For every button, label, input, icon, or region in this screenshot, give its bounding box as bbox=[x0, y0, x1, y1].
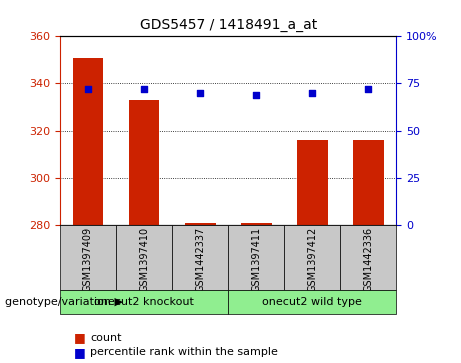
Bar bbox=[185, 223, 216, 225]
Text: GSM1397409: GSM1397409 bbox=[83, 227, 93, 291]
Point bbox=[84, 86, 92, 92]
Bar bbox=[228, 225, 284, 290]
Text: onecut2 knockout: onecut2 knockout bbox=[94, 297, 194, 307]
Bar bbox=[284, 225, 340, 290]
Text: GSM1397410: GSM1397410 bbox=[139, 227, 149, 291]
Bar bbox=[297, 140, 328, 225]
Text: GSM1442337: GSM1442337 bbox=[195, 227, 205, 291]
Text: GSM1442336: GSM1442336 bbox=[363, 227, 373, 291]
Bar bbox=[60, 290, 228, 314]
Point bbox=[309, 90, 316, 96]
Point bbox=[140, 86, 148, 92]
Bar bbox=[241, 223, 272, 225]
Bar bbox=[60, 225, 116, 290]
Text: GSM1397411: GSM1397411 bbox=[251, 227, 261, 291]
Text: count: count bbox=[90, 333, 121, 343]
Bar bbox=[228, 290, 396, 314]
Bar bbox=[172, 225, 228, 290]
Text: GSM1397412: GSM1397412 bbox=[307, 227, 317, 291]
Title: GDS5457 / 1418491_a_at: GDS5457 / 1418491_a_at bbox=[140, 19, 317, 33]
Text: ■: ■ bbox=[74, 331, 85, 344]
Bar bbox=[116, 225, 172, 290]
Bar bbox=[353, 140, 384, 225]
Point bbox=[196, 90, 204, 96]
Point bbox=[253, 92, 260, 98]
Text: onecut2 wild type: onecut2 wild type bbox=[262, 297, 362, 307]
Bar bbox=[340, 225, 396, 290]
Text: ■: ■ bbox=[74, 346, 85, 359]
Bar bbox=[72, 57, 103, 225]
Point bbox=[365, 86, 372, 92]
Bar bbox=[129, 100, 160, 225]
Text: genotype/variation ▶: genotype/variation ▶ bbox=[5, 297, 123, 307]
Text: percentile rank within the sample: percentile rank within the sample bbox=[90, 347, 278, 357]
